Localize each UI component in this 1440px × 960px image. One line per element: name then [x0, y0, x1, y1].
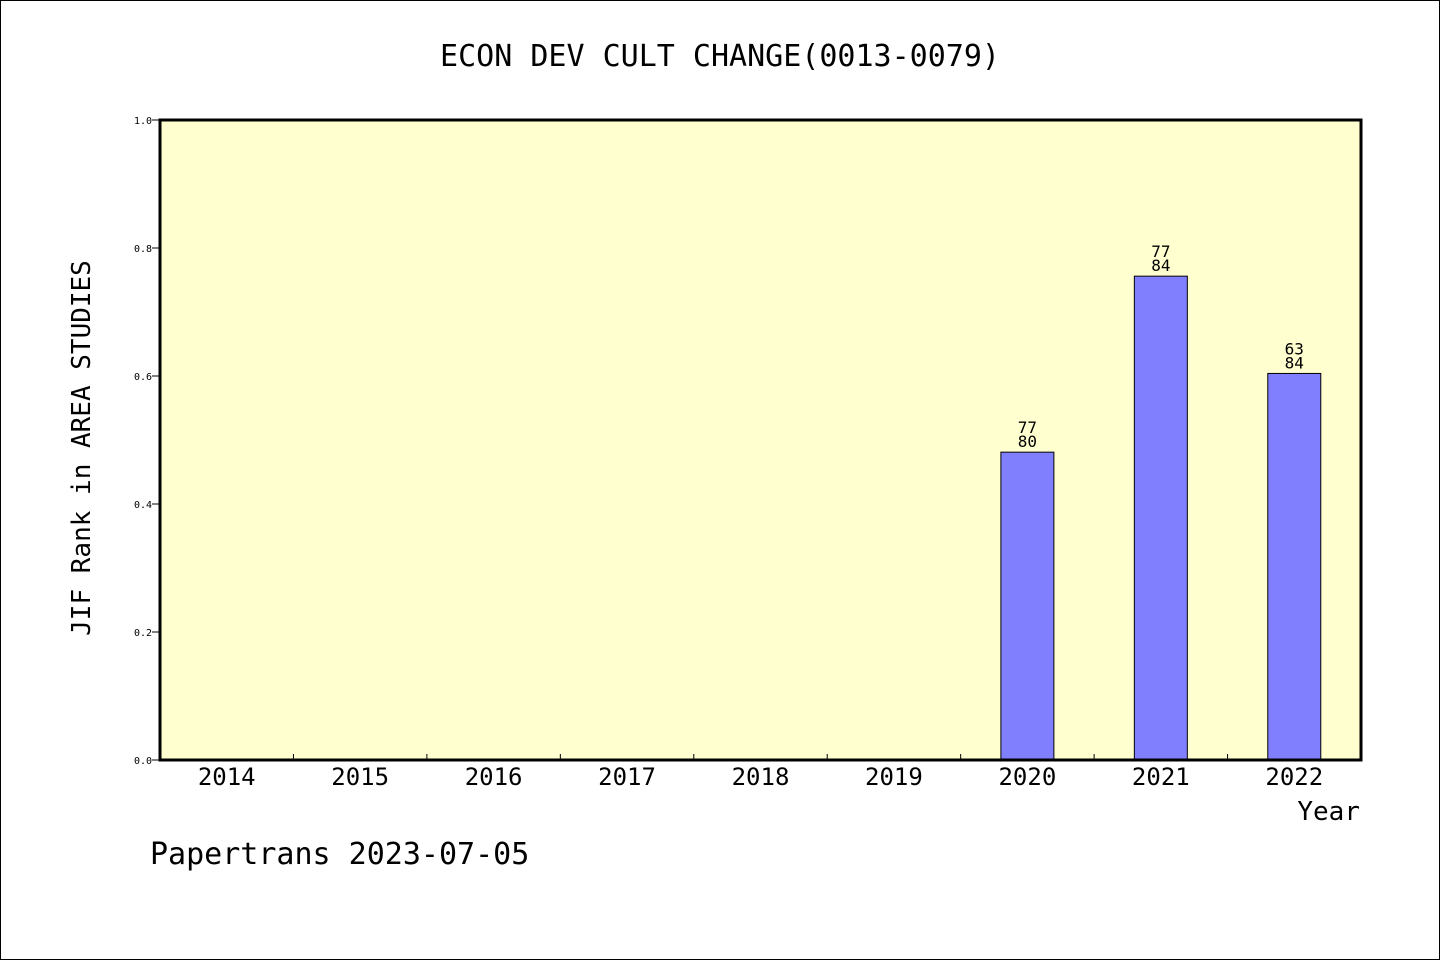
- x-tick-label: 2018: [732, 763, 790, 791]
- bar-label-rank: 63: [1285, 339, 1304, 358]
- y-axis-label: JIF Rank in AREA STUDIES: [67, 260, 97, 636]
- bar-label-total: 84: [1151, 256, 1170, 275]
- bar-2020: [1000, 451, 1055, 761]
- y-tick-label: 0.8: [134, 244, 152, 255]
- x-tick-label: 2017: [598, 763, 656, 791]
- x-tick-label: 2021: [1132, 763, 1190, 791]
- y-axis-ticks: 0.0 0.2 0.4 0.6 0.8 1.0: [134, 116, 160, 767]
- x-axis-ticks: 2014 2015 2016 2017 2018 2019 2020 2021 2022: [198, 754, 1323, 791]
- bar-label-total: 80: [1018, 432, 1037, 451]
- y-tick-label: 1.0: [134, 116, 152, 127]
- plot-border: [158, 118, 1363, 762]
- y-tick-label: 0.6: [134, 372, 152, 383]
- footer-credit: Papertrans 2023-07-05: [150, 837, 529, 872]
- x-axis-label: Year: [1297, 797, 1360, 827]
- x-tick-label: 2016: [465, 763, 523, 791]
- bar-label-rank: 77: [1151, 242, 1170, 261]
- bar-2021: [1133, 275, 1188, 761]
- x-tick-label: 2022: [1265, 763, 1323, 791]
- chart-title: ECON DEV CULT CHANGE(0013-0079): [440, 39, 1000, 74]
- y-tick-label: 0.4: [134, 500, 152, 511]
- bar-label-rank: 77: [1018, 418, 1037, 437]
- x-tick-label: 2015: [331, 763, 389, 791]
- y-tick-label: 0.2: [134, 628, 152, 639]
- bar-2022: [1267, 372, 1322, 761]
- y-tick-label: 0.0: [134, 756, 152, 767]
- bar-label-total: 84: [1285, 353, 1304, 372]
- x-tick-label: 2019: [865, 763, 923, 791]
- x-tick-label: 2014: [198, 763, 256, 791]
- bars: [1000, 275, 1322, 761]
- x-tick-label: 2020: [998, 763, 1056, 791]
